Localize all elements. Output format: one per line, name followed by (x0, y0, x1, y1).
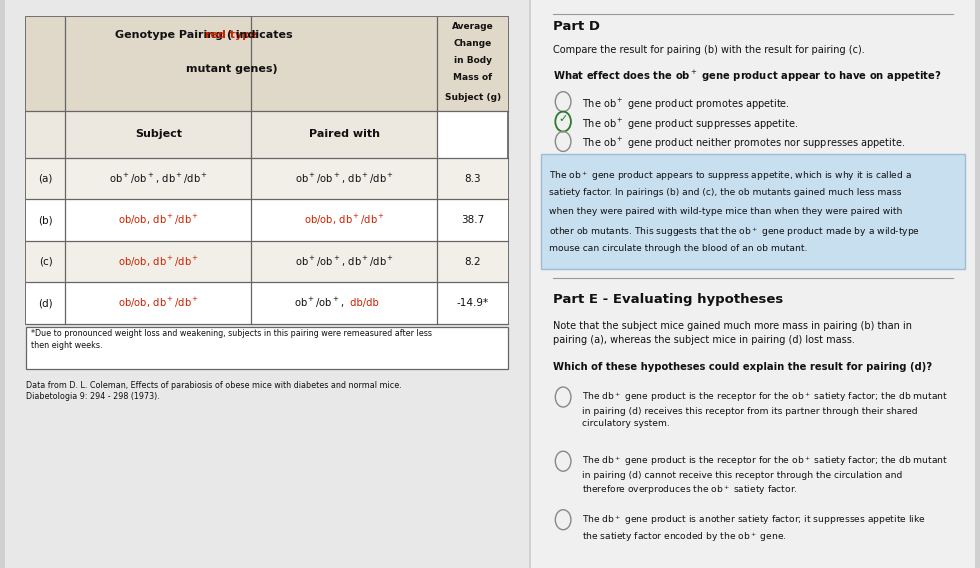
Text: Compare the result for pairing (b) with the result for pairing (c).: Compare the result for pairing (b) with … (554, 45, 865, 56)
Text: Subject: Subject (135, 130, 181, 139)
Text: Part D: Part D (554, 20, 601, 33)
Text: (d): (d) (38, 298, 53, 308)
FancyBboxPatch shape (25, 282, 509, 324)
Text: ✓: ✓ (559, 114, 567, 124)
Text: (b): (b) (38, 215, 53, 225)
Text: ob/ob, db$^+$/db$^+$: ob/ob, db$^+$/db$^+$ (118, 296, 199, 310)
Text: Change: Change (454, 39, 492, 48)
FancyBboxPatch shape (25, 241, 509, 282)
Text: ob$^+$/ob$^+$, db$^+$/db$^+$: ob$^+$/ob$^+$, db$^+$/db$^+$ (295, 172, 394, 186)
Text: indicates: indicates (232, 30, 293, 40)
Text: db/db: db/db (347, 298, 378, 308)
Text: 8.3: 8.3 (465, 174, 481, 183)
FancyBboxPatch shape (25, 327, 509, 369)
Text: Subject (g): Subject (g) (445, 93, 501, 102)
Text: red type: red type (206, 30, 258, 40)
Text: (c): (c) (38, 257, 52, 266)
Text: ob$^+$/ob$^+$,: ob$^+$/ob$^+$, (294, 296, 344, 310)
FancyBboxPatch shape (25, 158, 509, 199)
Text: -14.9*: -14.9* (457, 298, 489, 308)
Text: Note that the subject mice gained much more mass in pairing (b) than in
pairing : Note that the subject mice gained much m… (554, 321, 912, 345)
Text: when they were paired with wild-type mice than when they were paired with: when they were paired with wild-type mic… (549, 207, 903, 216)
Text: mutant genes): mutant genes) (186, 64, 277, 74)
Text: ob$^+$/ob$^+$, db$^+$/db$^+$: ob$^+$/ob$^+$, db$^+$/db$^+$ (109, 172, 208, 186)
Text: Genotype Pairing (: Genotype Pairing ( (115, 30, 231, 40)
FancyBboxPatch shape (437, 17, 509, 111)
FancyBboxPatch shape (5, 0, 529, 568)
FancyBboxPatch shape (25, 17, 437, 111)
Text: 8.2: 8.2 (465, 257, 481, 266)
Text: What effect does the ob$^+$ gene product appear to have on appetite?: What effect does the ob$^+$ gene product… (554, 69, 942, 85)
Text: ob/ob, db$^+$/db$^+$: ob/ob, db$^+$/db$^+$ (118, 213, 199, 227)
Text: The db$^+$ gene product is the receptor for the ob$^+$ satiety factor; the db mu: The db$^+$ gene product is the receptor … (582, 454, 948, 498)
Text: Average: Average (452, 22, 494, 31)
Text: The ob$^+$ gene product promotes appetite.: The ob$^+$ gene product promotes appetit… (582, 97, 790, 112)
Text: 38.7: 38.7 (462, 215, 484, 225)
Text: The db$^+$ gene product is the receptor for the ob$^+$ satiety factor; the db mu: The db$^+$ gene product is the receptor … (582, 390, 948, 428)
Text: ob$^+$/ob$^+$, db$^+$/db$^+$: ob$^+$/ob$^+$, db$^+$/db$^+$ (295, 254, 394, 269)
Text: satiety factor. In pairings (b) and (c), the ob mutants gained much less mass: satiety factor. In pairings (b) and (c),… (549, 188, 902, 197)
Text: Mass of: Mass of (454, 73, 492, 82)
FancyBboxPatch shape (541, 154, 965, 269)
FancyBboxPatch shape (25, 199, 509, 241)
Text: Which of these hypotheses could explain the result for pairing (d)?: Which of these hypotheses could explain … (554, 362, 933, 372)
FancyBboxPatch shape (25, 17, 509, 324)
Text: in Body: in Body (454, 56, 492, 65)
Text: ob/ob, db$^+$/db$^+$: ob/ob, db$^+$/db$^+$ (304, 213, 385, 227)
Text: *Due to pronounced weight loss and weakening, subjects in this pairing were reme: *Due to pronounced weight loss and weake… (31, 329, 432, 350)
Text: The ob$^+$ gene product suppresses appetite.: The ob$^+$ gene product suppresses appet… (582, 116, 798, 132)
Text: The db$^+$ gene product is another satiety factor; it suppresses appetite like
t: The db$^+$ gene product is another satie… (582, 513, 925, 544)
Text: Paired with: Paired with (309, 130, 380, 139)
Text: mouse can circulate through the blood of an ob mutant.: mouse can circulate through the blood of… (549, 244, 808, 253)
FancyBboxPatch shape (531, 0, 975, 568)
Text: Data from D. L. Coleman, Effects of parabiosis of obese mice with diabetes and n: Data from D. L. Coleman, Effects of para… (25, 381, 402, 402)
FancyBboxPatch shape (25, 111, 437, 158)
Text: (a): (a) (38, 174, 53, 183)
Text: Part E - Evaluating hypotheses: Part E - Evaluating hypotheses (554, 293, 784, 306)
Text: The ob$^+$ gene product neither promotes nor suppresses appetite.: The ob$^+$ gene product neither promotes… (582, 136, 905, 152)
Text: other ob mutants. This suggests that the ob$^+$ gene product made by a wild-type: other ob mutants. This suggests that the… (549, 225, 920, 239)
Text: The ob$^+$ gene product appears to suppress appetite, which is why it is called : The ob$^+$ gene product appears to suppr… (549, 169, 912, 183)
Text: ob/ob, db$^+$/db$^+$: ob/ob, db$^+$/db$^+$ (118, 254, 199, 269)
